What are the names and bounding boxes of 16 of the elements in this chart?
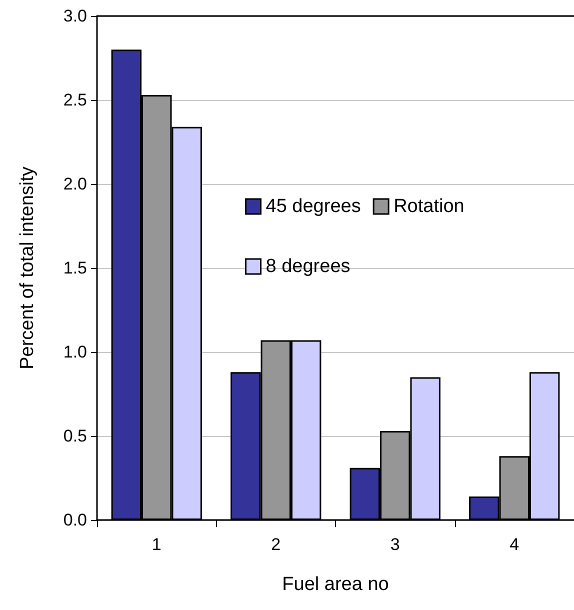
legend-label: 45 degrees <box>266 196 361 217</box>
y-tick-label: 2.5 <box>63 90 87 110</box>
y-tick-label: 0.5 <box>63 426 87 446</box>
x-tick-label: 4 <box>510 535 520 554</box>
legend-label: 8 degrees <box>266 256 350 277</box>
legend-label: Rotation <box>394 196 464 217</box>
y-tick-label: 2.0 <box>63 174 87 194</box>
y-tick-label: 0.0 <box>63 510 87 530</box>
x-tick-label: 3 <box>390 535 400 554</box>
y-axis-title: Percent of total intensity <box>17 166 38 370</box>
y-tick-label: 1.0 <box>63 342 87 362</box>
x-tick-label: 1 <box>152 535 162 554</box>
y-tick-label: 1.5 <box>63 258 87 278</box>
x-tick-label: 2 <box>271 535 281 554</box>
y-tick-label: 3.0 <box>63 6 87 26</box>
x-axis-title: Fuel area no <box>282 574 389 595</box>
